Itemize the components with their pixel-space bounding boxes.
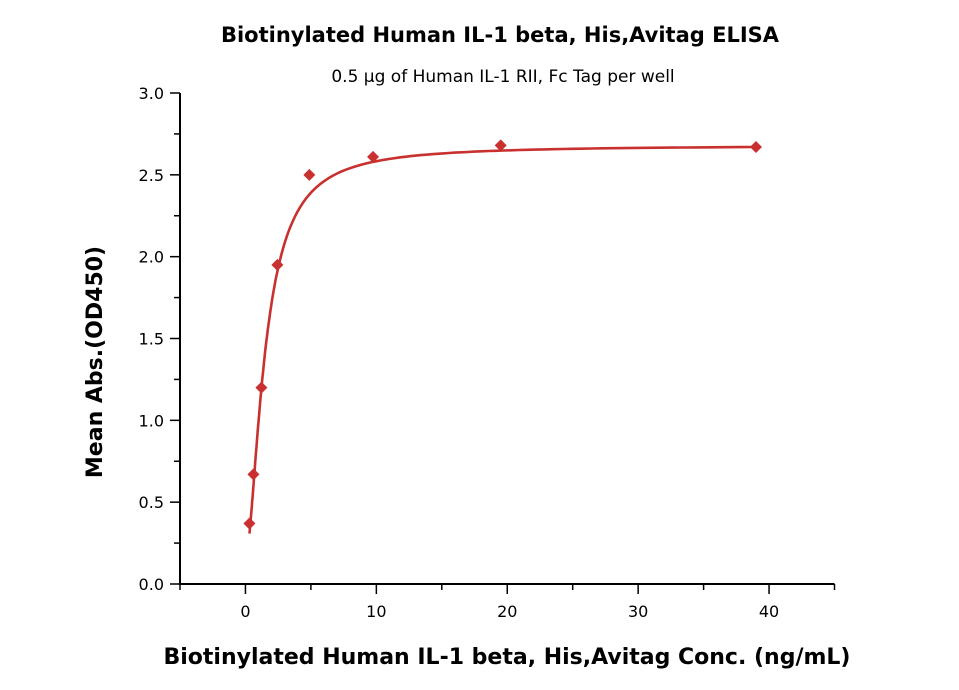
chart-subtitle: 0.5 μg of Human IL-1 RII, Fc Tag per wel… [331,67,674,87]
data-point-diamond [243,517,256,530]
x-tick-label: 10 [366,602,386,621]
x-tick-label: 0 [240,602,250,621]
y-tick-label: 3.0 [139,84,164,103]
data-point-diamond [749,141,762,154]
data-point-diamond [367,150,380,163]
data-point-diamond [303,168,316,181]
chart-title: Biotinylated Human IL-1 beta, His,Avitag… [221,23,780,47]
data-point-diamond [494,139,507,152]
y-axis-label: Mean Abs.(OD450) [83,246,108,478]
y-tick-label: 1.0 [139,411,164,430]
y-tick-label: 0.0 [139,575,164,594]
x-axis-label: Biotinylated Human IL-1 beta, His,Avitag… [163,645,850,670]
y-tick-label: 0.5 [139,493,164,512]
x-tick-label: 20 [497,602,517,621]
y-tick-label: 2.5 [139,166,164,185]
x-tick-label: 40 [759,602,779,621]
x-tick-label: 30 [628,602,648,621]
fit-curve [248,145,755,534]
y-tick-label: 2.0 [139,248,164,267]
data-point-diamond [271,258,284,271]
y-tick-label: 1.5 [139,330,164,349]
data-point-diamond [255,381,268,394]
data-point-diamond [247,468,260,481]
